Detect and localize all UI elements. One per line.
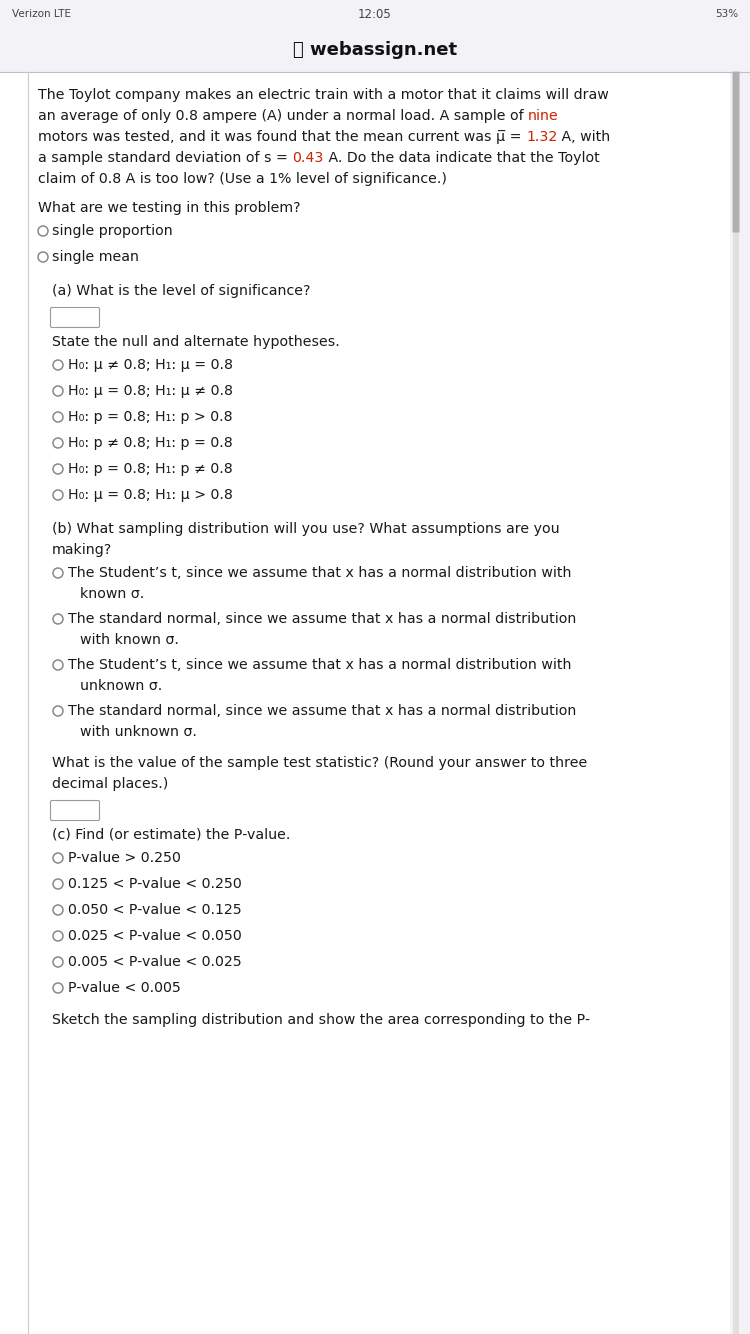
Text: 0.025 < P-value < 0.050: 0.025 < P-value < 0.050 [68, 928, 242, 943]
Bar [0, 28, 750, 72]
Text: single mean: single mean [52, 249, 139, 264]
Text: What are we testing in this problem?: What are we testing in this problem? [38, 201, 301, 215]
Text: (b) What sampling distribution will you use? What assumptions are you: (b) What sampling distribution will you … [52, 522, 560, 536]
Text: H₀: p = 0.8; H₁: p > 0.8: H₀: p = 0.8; H₁: p > 0.8 [68, 410, 232, 424]
Text: State the null and alternate hypotheses.: State the null and alternate hypotheses. [52, 335, 340, 350]
Bar [733, 72, 739, 1334]
Text: 0.005 < P-value < 0.025: 0.005 < P-value < 0.025 [68, 955, 242, 968]
Text: H₀: μ ≠ 0.8; H₁: μ = 0.8: H₀: μ ≠ 0.8; H₁: μ = 0.8 [68, 358, 232, 372]
Text: with unknown σ.: with unknown σ. [80, 724, 196, 739]
Text: The Student’s t, since we assume that x has a normal distribution with: The Student’s t, since we assume that x … [68, 658, 572, 672]
Text: known σ.: known σ. [80, 587, 144, 602]
Text: The standard normal, since we assume that x has a normal distribution: The standard normal, since we assume tha… [68, 704, 576, 718]
Text: P-value < 0.005: P-value < 0.005 [68, 980, 181, 995]
Text: A. Do the data indicate that the Toylot: A. Do the data indicate that the Toylot [324, 151, 599, 165]
Text: H₀: p = 0.8; H₁: p ≠ 0.8: H₀: p = 0.8; H₁: p ≠ 0.8 [68, 462, 232, 476]
Text: claim of 0.8 A is too low? (Use a 1% level of significance.): claim of 0.8 A is too low? (Use a 1% lev… [38, 172, 447, 185]
Text: nine: nine [528, 109, 559, 123]
Text: 0.43: 0.43 [292, 151, 324, 165]
Text: a sample standard deviation of s =: a sample standard deviation of s = [38, 151, 292, 165]
Text: H₀: μ = 0.8; H₁: μ > 0.8: H₀: μ = 0.8; H₁: μ > 0.8 [68, 488, 232, 502]
Text: 0.125 < P-value < 0.250: 0.125 < P-value < 0.250 [68, 876, 242, 891]
FancyBboxPatch shape [50, 800, 100, 820]
Text: an average of only 0.8 ampere (A) under a normal load. A sample of: an average of only 0.8 ampere (A) under … [38, 109, 528, 123]
Text: (a) What is the level of significance?: (a) What is the level of significance? [52, 284, 310, 297]
Text: 🔒 webassign.net: 🔒 webassign.net [293, 41, 457, 59]
Text: decimal places.): decimal places.) [52, 776, 168, 791]
Text: 53%: 53% [715, 9, 738, 19]
Text: Verizon LTE: Verizon LTE [12, 9, 71, 19]
Text: making?: making? [52, 543, 112, 558]
Text: motors was tested, and it was found that the mean current was μ̅ =: motors was tested, and it was found that… [38, 129, 526, 144]
Text: 0.050 < P-value < 0.125: 0.050 < P-value < 0.125 [68, 903, 242, 916]
Text: with known σ.: with known σ. [80, 634, 178, 647]
Bar [0, 0, 750, 28]
Text: The standard normal, since we assume that x has a normal distribution: The standard normal, since we assume tha… [68, 612, 576, 626]
Text: H₀: μ = 0.8; H₁: μ ≠ 0.8: H₀: μ = 0.8; H₁: μ ≠ 0.8 [68, 384, 232, 398]
Text: The Student’s t, since we assume that x has a normal distribution with: The Student’s t, since we assume that x … [68, 566, 572, 580]
Text: A, with: A, with [557, 129, 610, 144]
Text: P-value > 0.250: P-value > 0.250 [68, 851, 181, 864]
FancyBboxPatch shape [733, 72, 740, 232]
Text: What is the value of the sample test statistic? (Round your answer to three: What is the value of the sample test sta… [52, 756, 587, 770]
Text: 12:05: 12:05 [358, 8, 392, 20]
Text: H₀: p ≠ 0.8; H₁: p = 0.8: H₀: p ≠ 0.8; H₁: p = 0.8 [68, 436, 232, 450]
Text: Sketch the sampling distribution and show the area corresponding to the P-: Sketch the sampling distribution and sho… [52, 1013, 590, 1027]
Text: 1.32: 1.32 [526, 129, 557, 144]
FancyBboxPatch shape [50, 308, 100, 328]
Text: The Toylot company makes an electric train with a motor that it claims will draw: The Toylot company makes an electric tra… [38, 88, 609, 101]
Text: (c) Find (or estimate) the P-value.: (c) Find (or estimate) the P-value. [52, 828, 290, 842]
Text: single proportion: single proportion [52, 224, 172, 237]
Text: unknown σ.: unknown σ. [80, 679, 162, 692]
